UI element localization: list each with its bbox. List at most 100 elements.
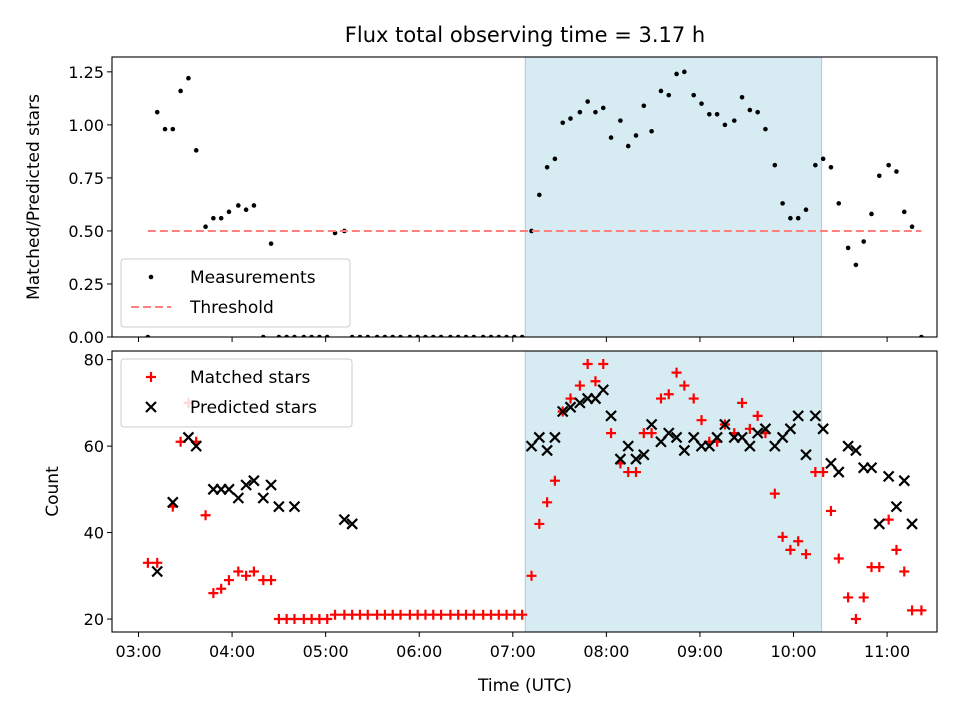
bottom-series-0-point-30 [395, 609, 406, 620]
bottom-series-1-point-15 [346, 518, 358, 530]
bottom-series-0-point-63 [663, 389, 674, 400]
bottom-legend-box [120, 358, 353, 428]
top-series-0-point-49 [544, 165, 550, 170]
bottom-xtick-label-4: 07:00 [490, 642, 536, 661]
bottom-series-1-point-40 [719, 418, 731, 431]
top-legend-swatch-0 [148, 274, 154, 280]
top-series-0-point-4 [178, 88, 183, 94]
bottom-series-0-point-90 [883, 514, 894, 525]
top-series-0-point-93 [901, 209, 907, 215]
bottom-series-1-point-10 [257, 492, 270, 504]
bottom-ytick-label-0: 20 [84, 610, 104, 629]
top-series-0-point-62 [649, 128, 654, 134]
bottom-xtick-label-6: 09:00 [677, 642, 723, 661]
top-series-0-point-9 [218, 215, 224, 221]
top-series-0-point-15 [268, 241, 274, 246]
top-series-0-point-16 [276, 334, 282, 337]
bottom-series-1-point-30 [638, 448, 650, 461]
top-series-0-point-28 [374, 334, 380, 337]
top-data [145, 69, 924, 337]
bottom-ytick-label-3: 80 [84, 351, 104, 370]
top-series-0-point-73 [739, 95, 745, 100]
bottom-series-1-point-50 [800, 448, 812, 461]
bottom-series-1-point-21 [564, 401, 577, 413]
bottom-axes-frame [111, 350, 938, 633]
bottom-series-0-point-59 [631, 467, 642, 478]
bottom-series-0-point-53 [582, 358, 593, 369]
top-series-0-point-33 [415, 334, 420, 337]
bottom-series-0-point-49 [549, 475, 560, 486]
bottom-legend-swatch-1 [145, 401, 157, 413]
bottom-series-1-point-13 [288, 500, 301, 513]
top-series-0-point-79 [788, 215, 793, 221]
top-series-0-point-11 [236, 203, 241, 208]
bottom-series-0-point-56 [606, 428, 617, 439]
top-legend-box [120, 258, 351, 328]
bottom-series-0-point-64 [671, 367, 682, 378]
bottom-series-0-point-92 [899, 566, 910, 577]
bottom-series-0-point-55 [598, 358, 609, 369]
bottom-series-0-point-84 [833, 553, 844, 564]
bottom-ytick-label-1: 40 [84, 524, 104, 543]
bottom-series-1-point-6 [223, 483, 235, 496]
top-series-0-point-95 [919, 334, 924, 337]
top-series-0-point-76 [763, 126, 768, 132]
bottom-series-0-point-77 [777, 531, 788, 542]
top-ytick-label-2: 0.50 [68, 222, 104, 241]
top-series-0-point-46 [519, 334, 525, 337]
top-series-0-point-38 [455, 334, 461, 337]
top-series-0-point-68 [699, 101, 704, 106]
bottom-series-0-point-11 [241, 570, 252, 581]
bottom-ytick-label-2: 60 [84, 437, 104, 456]
top-series-0-point-54 [585, 99, 590, 104]
bottom-data [142, 358, 927, 625]
bottom-series-1-point-45 [759, 423, 772, 435]
top-series-0-point-7 [203, 224, 208, 229]
bottom-series-1-point-34 [670, 431, 683, 444]
top-series-0-point-83 [820, 156, 826, 162]
top-series-0-point-64 [666, 92, 672, 98]
bottom-series-1-point-1 [167, 496, 179, 509]
bottom-series-0-point-17 [289, 614, 300, 625]
top-series-0-point-81 [803, 207, 809, 213]
top-series-0-point-90 [876, 173, 882, 179]
bottom-series-0-point-79 [793, 536, 804, 547]
top-series-0-point-13 [251, 203, 257, 208]
bottom-legend: Matched stars Predicted stars [120, 358, 353, 428]
top-series-0-point-30 [390, 334, 396, 337]
top-series-0-point-22 [324, 334, 330, 337]
top-series-0-point-34 [423, 334, 428, 337]
bottom-series-1-point-51 [809, 410, 822, 422]
top-series-0-point-42 [488, 334, 494, 337]
top-series-0-point-70 [714, 111, 720, 117]
top-ytick-label-5: 1.25 [68, 63, 104, 82]
bottom-series-0-point-80 [800, 549, 811, 560]
bottom-series-1-point-31 [645, 418, 658, 431]
top-series-0-point-67 [691, 92, 697, 98]
top-series-0-point-55 [593, 109, 598, 115]
top-series-0-point-57 [608, 135, 614, 140]
top-legend-label-1: Threshold [189, 298, 274, 318]
top-series-0-point-2 [162, 126, 168, 132]
bottom-series-0-point-35 [436, 609, 447, 620]
top-series-0-point-80 [795, 215, 801, 221]
bottom-series-1-point-14 [338, 513, 351, 526]
top-series-0-point-61 [641, 103, 647, 109]
bottom-series-1-point-17 [533, 431, 546, 444]
top-series-0-point-26 [357, 334, 363, 337]
top-series-0-point-43 [496, 334, 502, 337]
top-series-0-point-85 [836, 201, 842, 206]
x-axis-label: Time (UTC) [477, 676, 572, 696]
bottom-series-0-point-66 [688, 393, 699, 404]
bottom-series-0-point-48 [542, 497, 553, 508]
top-series-0-point-5 [186, 75, 191, 81]
top-series-0-point-1 [154, 109, 160, 115]
top-series-0-point-52 [568, 116, 573, 121]
bottom-series-1-point-9 [248, 474, 260, 487]
top-series-0-point-6 [193, 148, 199, 153]
bottom-series-0-point-6 [200, 510, 211, 521]
top-series-0-point-65 [674, 71, 679, 77]
bottom-xtick-label-3: 06:00 [396, 642, 442, 661]
bottom-series-1-point-60 [882, 470, 895, 483]
bottom-series-1-point-19 [549, 431, 561, 444]
